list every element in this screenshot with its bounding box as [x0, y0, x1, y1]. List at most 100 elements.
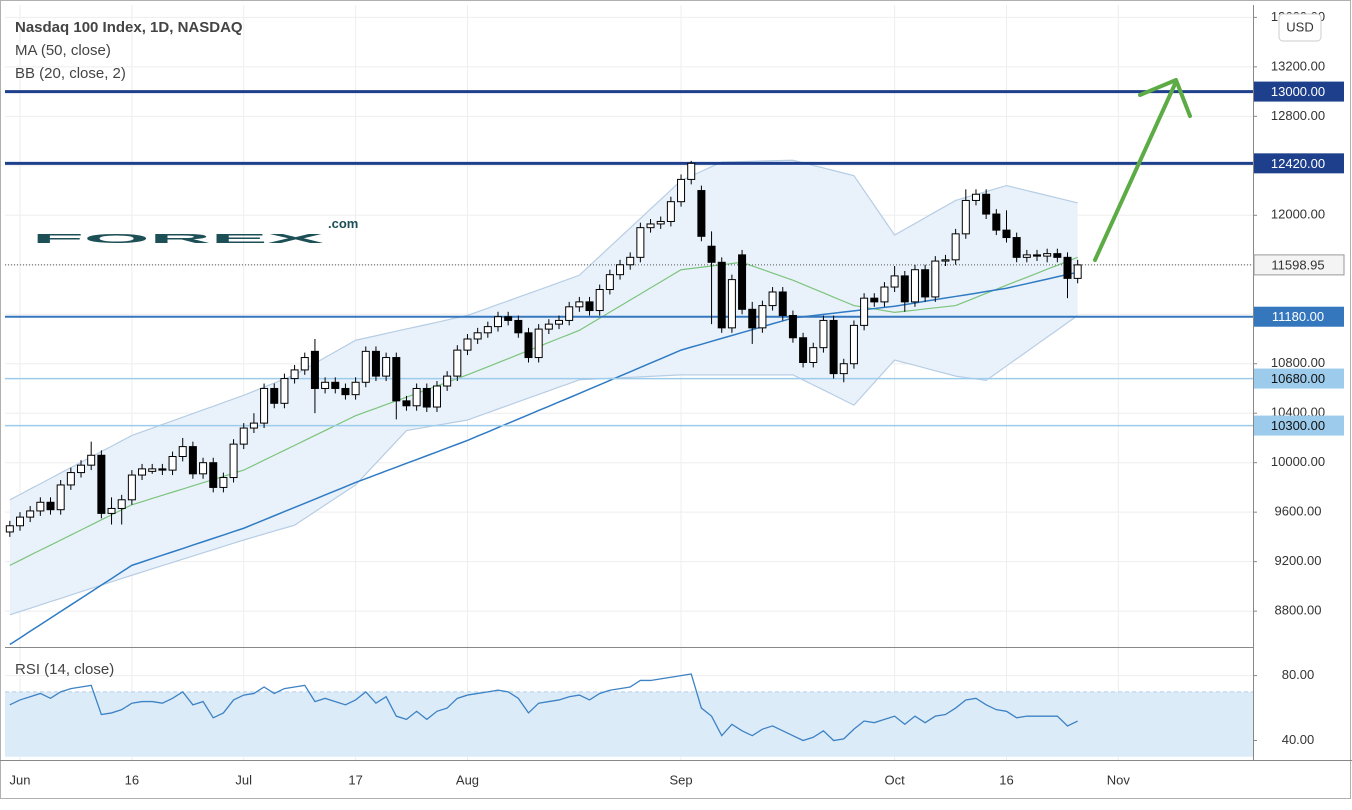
- candle-body: [748, 308, 757, 329]
- currency-button-box[interactable]: [1278, 13, 1322, 42]
- candle-body: [890, 275, 899, 288]
- candle-body: [331, 381, 340, 389]
- candle-body: [270, 387, 279, 404]
- candle-body: [1063, 256, 1072, 279]
- candle-body: [463, 338, 472, 351]
- bb-basis: [9, 256, 1078, 566]
- candle-body: [717, 261, 726, 329]
- y-tick-label: 9200.00: [1275, 553, 1322, 568]
- candle-body: [921, 269, 930, 298]
- candle-body: [1022, 254, 1031, 258]
- y-tick-label: 10000.00: [1271, 454, 1325, 469]
- candle-body: [321, 381, 330, 389]
- candle-body: [341, 387, 350, 396]
- level-label-box: [1254, 415, 1344, 436]
- candle-body: [158, 468, 167, 471]
- level-label-box: [1254, 153, 1344, 174]
- last-price-label: 11598.95: [1271, 257, 1324, 272]
- rsi-band: [5, 691, 1253, 757]
- candle-body: [432, 385, 441, 408]
- candle-body: [36, 501, 45, 512]
- candle-body: [697, 190, 706, 237]
- candle-body: [290, 369, 299, 380]
- candle-body: [544, 323, 553, 330]
- currency-button[interactable]: USD: [1278, 13, 1322, 42]
- candle-body: [26, 510, 35, 518]
- candle-body: [219, 477, 228, 488]
- candle-body: [961, 199, 970, 235]
- candle-body: [87, 454, 96, 466]
- y-tick-label: 12000.00: [1271, 207, 1325, 222]
- candle-body: [422, 387, 431, 408]
- candle-body: [392, 357, 401, 402]
- candle-body: [585, 301, 594, 312]
- candle-body: [473, 332, 482, 340]
- level-label-box: [1254, 368, 1344, 389]
- candle-body: [524, 332, 533, 359]
- candle-body: [178, 446, 187, 458]
- candle-body: [402, 400, 411, 407]
- candle-body: [127, 474, 136, 501]
- candle-body: [616, 264, 625, 276]
- candle-body: [66, 472, 75, 486]
- chart-title: Nasdaq 100 Index, 1D, NASDAQ: [15, 19, 243, 36]
- candle-body: [687, 162, 696, 180]
- x-tick-label: Jul: [235, 772, 252, 787]
- candle-body: [860, 297, 869, 326]
- candle-body: [107, 507, 116, 514]
- candle-body: [138, 468, 147, 476]
- candle-body: [1002, 229, 1011, 239]
- candle-body: [788, 314, 797, 339]
- candle-body: [483, 326, 492, 334]
- price-pane: [5, 90, 1253, 646]
- ma-legend: MA (50, close): [15, 42, 111, 59]
- candle-body: [910, 269, 919, 303]
- candle-body: [839, 363, 848, 375]
- candle-body: [351, 381, 360, 396]
- candle-body: [1033, 254, 1041, 257]
- candle-body: [778, 291, 787, 316]
- candle-body: [819, 319, 828, 349]
- candle-body: [534, 328, 543, 359]
- candle-body: [727, 279, 736, 329]
- bb-lower: [9, 314, 1079, 616]
- candle-body: [646, 223, 655, 229]
- level-label: 13000.00: [1271, 84, 1325, 99]
- candle-body: [768, 291, 777, 307]
- candle-body: [870, 297, 879, 303]
- candle-body: [514, 319, 523, 334]
- candle-body: [656, 220, 665, 225]
- x-tick-label: Sep: [669, 772, 692, 787]
- level-label-box: [1254, 81, 1344, 102]
- candle-body: [575, 301, 584, 308]
- currency-label[interactable]: USD: [1286, 19, 1313, 34]
- candle-body: [1053, 253, 1062, 258]
- candle-body: [229, 443, 238, 479]
- candle-body: [1043, 253, 1052, 257]
- ma-line: [9, 271, 1078, 646]
- rsi-legend: RSI (14, close): [15, 661, 114, 678]
- candle-body: [412, 387, 421, 407]
- candle-body: [249, 422, 258, 429]
- candle-body: [504, 316, 513, 321]
- candle-body: [56, 484, 65, 511]
- candle-body: [188, 446, 197, 475]
- level-label: 10680.00: [1271, 371, 1325, 386]
- candle-body: [310, 350, 319, 389]
- level-label: 11180.00: [1272, 309, 1324, 324]
- candle-body: [280, 378, 289, 404]
- logo-brand: FOREX: [32, 231, 326, 246]
- candle-body: [626, 256, 635, 266]
- candle-body: [77, 464, 86, 474]
- candle-body: [300, 357, 309, 371]
- candle-body: [931, 260, 940, 298]
- candle-body: [555, 319, 564, 325]
- x-tick-label: Aug: [456, 772, 479, 787]
- y-tick-label: 13200.00: [1271, 58, 1325, 73]
- candle-body: [382, 357, 391, 377]
- rsi-line: [9, 673, 1078, 742]
- candle-body: [738, 254, 747, 310]
